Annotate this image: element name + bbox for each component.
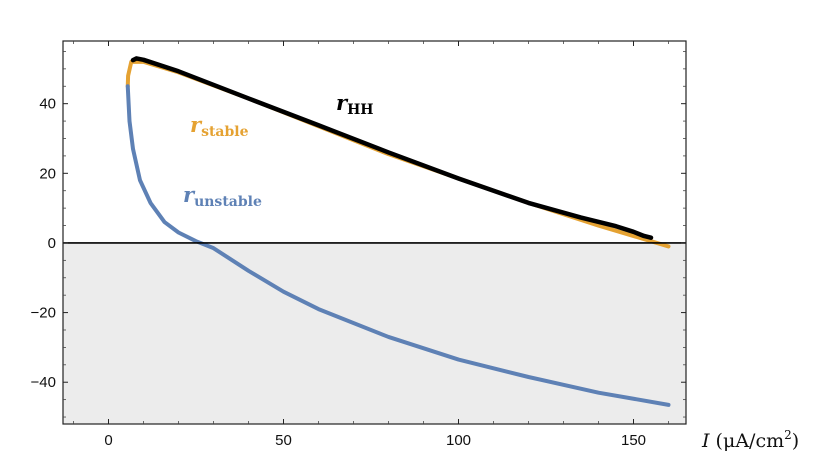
curve-label-r-unstable: runstable	[183, 182, 262, 210]
x-tick-label: 0	[104, 432, 112, 449]
series-line-r-hh	[130, 56, 654, 240]
x-tick-label: 100	[446, 432, 471, 449]
x-tick-label: 50	[275, 432, 292, 449]
y-tick-label: 40	[39, 96, 56, 113]
series-line-r-unstable	[125, 84, 671, 407]
plot-frame	[62, 40, 687, 425]
y-tick-label: −40	[31, 374, 56, 391]
curve-label-r-hh: rHH	[336, 90, 374, 118]
x-tick-label: 150	[621, 432, 646, 449]
y-tick-label: 0	[48, 235, 56, 252]
curve-label-r-stable: rstable	[190, 112, 249, 140]
y-tick-label: 20	[39, 165, 56, 182]
y-tick-label: −20	[31, 305, 56, 322]
x-axis-label: I (μA/cm2)	[701, 428, 799, 452]
